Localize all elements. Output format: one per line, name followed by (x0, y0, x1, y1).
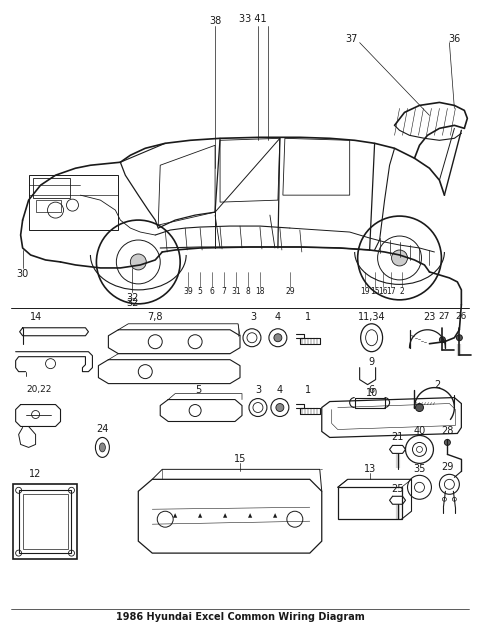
Text: 1: 1 (305, 312, 311, 322)
Text: 29: 29 (285, 288, 295, 296)
Text: 3: 3 (255, 384, 261, 394)
Text: ▲: ▲ (273, 514, 277, 519)
Text: 12: 12 (29, 469, 42, 479)
Text: 13: 13 (363, 464, 376, 474)
Circle shape (439, 337, 445, 343)
Bar (33, 178, 71, 198)
Text: 26: 26 (456, 312, 467, 321)
Text: 33 41: 33 41 (239, 14, 267, 24)
Text: 18: 18 (255, 288, 264, 296)
Circle shape (130, 254, 146, 270)
Circle shape (274, 334, 282, 342)
Text: 37: 37 (346, 34, 358, 44)
Bar (29, 175, 119, 230)
Ellipse shape (99, 443, 106, 452)
Text: 2: 2 (399, 288, 404, 296)
Text: 23: 23 (423, 312, 436, 322)
Bar (19, 490, 72, 553)
Text: 15: 15 (234, 454, 246, 464)
Text: 9: 9 (369, 357, 375, 367)
Text: 30: 30 (16, 269, 29, 279)
Text: 20,22: 20,22 (26, 385, 51, 394)
Text: ▲: ▲ (248, 514, 252, 519)
Text: 35: 35 (413, 464, 426, 474)
Text: 6: 6 (210, 288, 215, 296)
Text: 16: 16 (378, 288, 387, 296)
Text: 7,8: 7,8 (147, 312, 163, 322)
Bar (36, 200, 60, 212)
Text: 6: 6 (369, 384, 375, 394)
Circle shape (444, 439, 450, 446)
Text: 21: 21 (391, 432, 404, 442)
Text: 24: 24 (96, 424, 108, 434)
Bar (23, 494, 68, 549)
Text: 17: 17 (386, 288, 396, 296)
Circle shape (392, 250, 408, 266)
Text: 25: 25 (391, 484, 404, 494)
Text: 4: 4 (277, 384, 283, 394)
Text: 28: 28 (441, 426, 454, 436)
Text: 27: 27 (439, 312, 450, 321)
Text: 36: 36 (448, 34, 460, 44)
Text: 11,34: 11,34 (358, 312, 385, 322)
Text: 39: 39 (183, 288, 193, 296)
Text: ▲: ▲ (198, 514, 202, 519)
Text: 2: 2 (434, 379, 441, 389)
Text: 14: 14 (29, 312, 42, 322)
Text: ▲: ▲ (223, 514, 227, 519)
Text: 32: 32 (126, 293, 139, 303)
Text: 10: 10 (365, 388, 378, 397)
Text: ▲: ▲ (173, 514, 177, 519)
Text: 8: 8 (246, 288, 251, 296)
Text: 15: 15 (370, 288, 379, 296)
Text: 31: 31 (231, 288, 241, 296)
Text: 5: 5 (198, 288, 203, 296)
Circle shape (456, 334, 462, 341)
Circle shape (276, 404, 284, 411)
Text: 1986 Hyundai Excel Common Wiring Diagram: 1986 Hyundai Excel Common Wiring Diagram (116, 612, 364, 622)
Text: 3: 3 (250, 312, 256, 322)
Text: 1: 1 (305, 384, 311, 394)
Text: 32: 32 (126, 298, 139, 308)
Text: 38: 38 (209, 16, 221, 26)
Bar (12, 484, 77, 559)
Circle shape (416, 404, 423, 411)
Text: 4: 4 (275, 312, 281, 322)
Text: 7: 7 (222, 288, 227, 296)
Text: 29: 29 (441, 462, 454, 472)
Text: 5: 5 (195, 384, 201, 394)
Text: 40: 40 (413, 426, 426, 436)
Text: 19: 19 (360, 288, 370, 296)
